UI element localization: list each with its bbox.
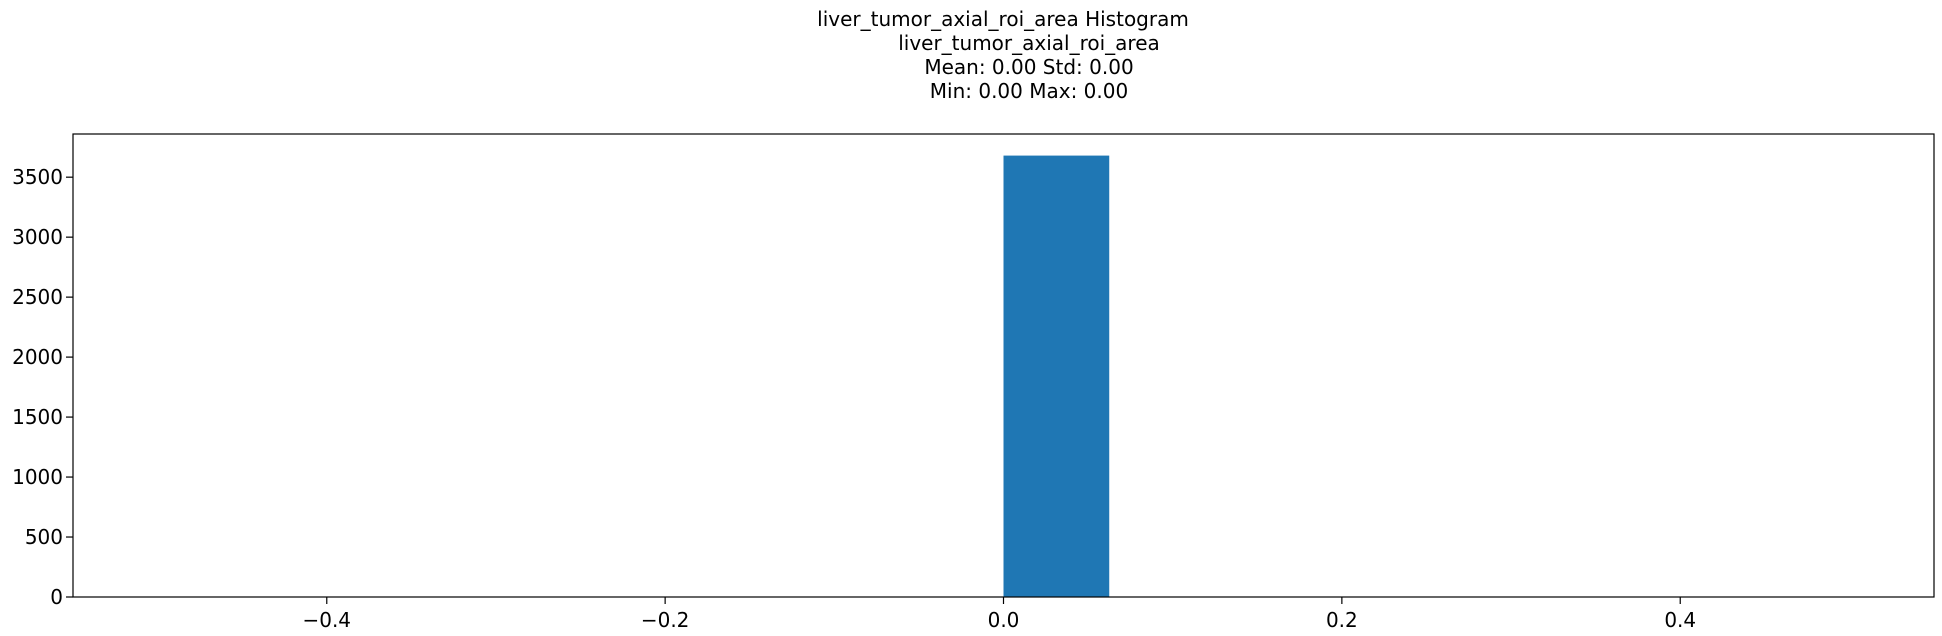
y-tick-label-2: 1000 [12, 465, 63, 489]
x-axis: −0.4 −0.2 0.0 0.2 0.4 [302, 597, 1696, 632]
y-tick-label-1: 500 [25, 525, 63, 549]
x-tick-label-4: 0.4 [1664, 608, 1696, 632]
x-tick-label-1: −0.2 [641, 608, 690, 632]
x-tick-label-0: −0.4 [302, 608, 351, 632]
chart-title: liver_tumor_axial_roi_area Histogram liv… [817, 7, 1189, 103]
title-line-3: Mean: 0.00 Std: 0.00 [924, 55, 1133, 79]
y-tick-label-7: 3500 [12, 165, 63, 189]
histogram-bar-0 [1003, 155, 1110, 597]
title-line-2: liver_tumor_axial_roi_area [898, 31, 1160, 55]
y-tick-label-4: 2000 [12, 345, 63, 369]
plot-frame [72, 133, 1935, 598]
bars-layer [1003, 155, 1110, 597]
y-axis: 0 500 1000 1500 2000 2500 3000 3500 [12, 165, 73, 609]
y-tick-label-5: 2500 [12, 285, 63, 309]
y-tick-label-3: 1500 [12, 405, 63, 429]
y-tick-label-0: 0 [50, 585, 63, 609]
title-line-1: liver_tumor_axial_roi_area Histogram [817, 7, 1189, 31]
x-tick-label-2: 0.0 [988, 608, 1020, 632]
x-tick-label-3: 0.2 [1326, 608, 1358, 632]
y-tick-label-6: 3000 [12, 225, 63, 249]
title-line-4: Min: 0.00 Max: 0.00 [930, 79, 1128, 103]
